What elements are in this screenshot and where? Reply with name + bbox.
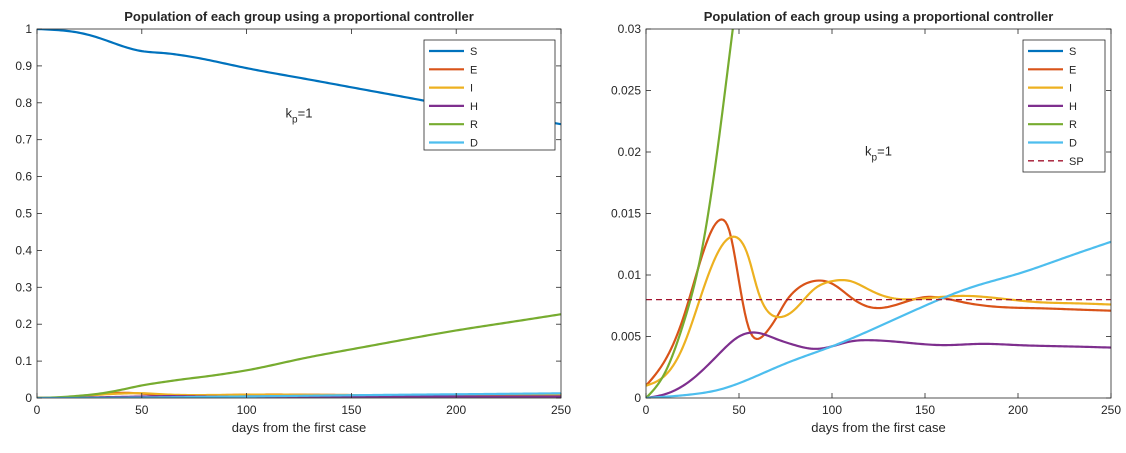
chart-title: Population of each group using a proport… xyxy=(124,9,474,24)
y-tick-label: 0.8 xyxy=(15,96,32,110)
legend-label-E: E xyxy=(1069,64,1076,76)
y-tick-label: 0.2 xyxy=(15,317,32,331)
legend-label-H: H xyxy=(1069,101,1077,113)
y-tick-label: 0.9 xyxy=(15,59,32,73)
y-tick-label: 0.005 xyxy=(611,330,641,344)
y-tick-label: 0 xyxy=(25,391,32,405)
x-tick-label: 50 xyxy=(135,403,149,417)
y-tick-label: 0.6 xyxy=(15,170,32,184)
y-tick-label: 0.02 xyxy=(618,145,642,159)
legend-label-R: R xyxy=(470,119,478,131)
y-tick-label: 0.01 xyxy=(618,268,642,282)
legend-label-SP: SP xyxy=(1069,156,1084,168)
series-line-I xyxy=(646,235,1111,387)
series-line-H xyxy=(646,331,1111,398)
legend-label-S: S xyxy=(1069,46,1076,58)
y-tick-label: 0.7 xyxy=(15,133,32,147)
legend-label-D: D xyxy=(1069,138,1077,150)
x-axis-label: days from the first case xyxy=(811,420,945,435)
x-tick-label: 50 xyxy=(732,403,746,417)
x-tick-label: 150 xyxy=(915,403,935,417)
y-tick-label: 0.5 xyxy=(15,207,32,221)
x-tick-label: 250 xyxy=(551,403,571,417)
x-tick-label: 0 xyxy=(643,403,650,417)
legend-label-S: S xyxy=(470,46,477,58)
legend-label-I: I xyxy=(470,83,473,95)
series-line-R xyxy=(646,29,734,398)
legend-label-R: R xyxy=(1069,119,1077,131)
y-tick-label: 0.1 xyxy=(15,354,32,368)
series-line-R xyxy=(37,313,561,398)
right-chart: 0 50 100 150 200 250 0 0.005 0.01 0.015 0.02 0.025 0… xyxy=(611,9,1121,435)
series-line-E xyxy=(646,218,1111,387)
x-tick-label: 250 xyxy=(1101,403,1121,417)
x-tick-label: 0 xyxy=(34,403,41,417)
gain-annotation: kp=1 xyxy=(865,144,892,164)
y-tick-label: 0.025 xyxy=(611,84,641,98)
y-tick-label: 0.015 xyxy=(611,207,641,221)
x-axis-label: days from the first case xyxy=(232,420,366,435)
y-tick-label: 0.3 xyxy=(15,280,32,294)
gain-annotation: kp=1 xyxy=(286,106,313,126)
legend-label-H: H xyxy=(470,101,478,113)
y-tick-label: 0.03 xyxy=(618,22,642,36)
left-chart: 0 50 100 150 200 250 0 0.1 0.2 0.3 0.4 0.5 0.6 0.7 0.8… xyxy=(15,9,571,435)
legend-label-E: E xyxy=(470,64,477,76)
x-tick-label: 150 xyxy=(341,403,361,417)
y-tick-label: 0.4 xyxy=(15,243,32,257)
y-tick-label: 1 xyxy=(25,22,32,36)
x-tick-label: 100 xyxy=(237,403,257,417)
x-tick-label: 200 xyxy=(446,403,466,417)
series-line-D xyxy=(646,240,1111,398)
legend-label-D: D xyxy=(470,138,478,150)
chart-title: Population of each group using a proport… xyxy=(704,9,1054,24)
x-tick-label: 100 xyxy=(822,403,842,417)
x-tick-label: 200 xyxy=(1008,403,1028,417)
y-tick-label: 0 xyxy=(634,391,641,405)
legend-label-I: I xyxy=(1069,83,1072,95)
